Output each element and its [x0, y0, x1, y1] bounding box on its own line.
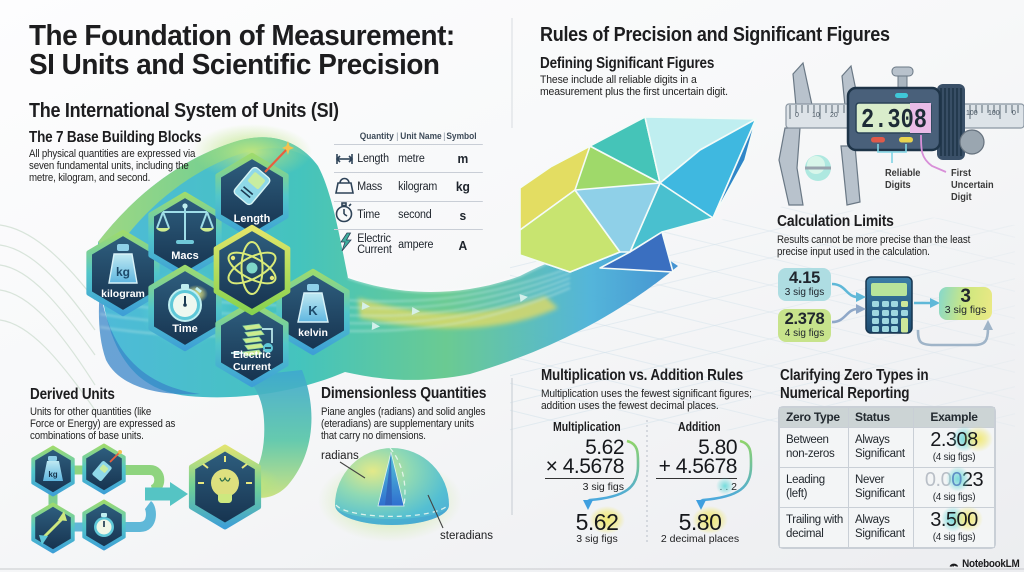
svg-text:Time: Time — [172, 323, 197, 335]
svg-text:100: 100 — [966, 110, 978, 117]
svg-text:kelvin: kelvin — [298, 327, 328, 339]
svg-text:Electric: Electric — [233, 349, 271, 361]
svg-text:kg: kg — [48, 470, 57, 479]
svg-text:10: 10 — [812, 112, 820, 119]
svg-text:K: K — [308, 303, 318, 318]
svg-text:100: 100 — [988, 110, 1000, 117]
svg-text:kilogram: kilogram — [101, 288, 145, 300]
svg-text:0: 0 — [795, 112, 799, 119]
svg-text:Macs: Macs — [171, 250, 199, 262]
svg-text:Current: Current — [233, 361, 271, 373]
svg-text:0: 0 — [1012, 110, 1016, 117]
svg-text:Length: Length — [234, 213, 271, 225]
svg-text:2.308: 2.308 — [861, 106, 927, 136]
svg-text:20: 20 — [830, 112, 838, 119]
svg-text:kg: kg — [116, 265, 130, 279]
